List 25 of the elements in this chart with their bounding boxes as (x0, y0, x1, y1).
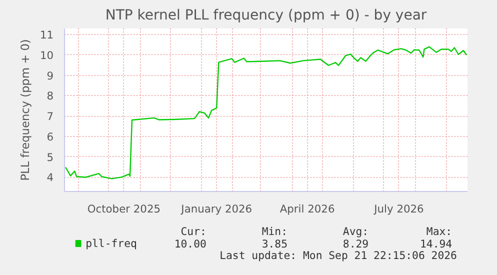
x-tick-label: January 2026 (180, 202, 252, 216)
y-tick-label: 4 (46, 171, 54, 184)
text: Max: (426, 225, 452, 238)
text: Avg: (342, 225, 369, 238)
chart-title: NTP kernel PLL frequency (ppm + 0) - by year (105, 8, 427, 24)
text: 14.94 (420, 238, 452, 250)
y-tick-label: 5 (46, 150, 54, 164)
line-series (64, 46, 468, 180)
text: 8.29 (342, 238, 369, 250)
y-tick-label: 10 (40, 48, 54, 62)
y-axis-title: PLL frequency (ppm + 0) (18, 39, 32, 181)
legend-label: pll-freq (86, 237, 137, 250)
text: 3.85 (262, 238, 288, 250)
text: Last update: Mon Sep 21 22:15:06 2026 (220, 249, 457, 262)
y-tick-label: 8 (46, 90, 54, 103)
text: Cur: (180, 225, 206, 238)
x-tick-label: April 2026 (280, 202, 335, 216)
x-tick-label: July 2026 (373, 202, 424, 216)
text: 10.00 (174, 238, 206, 250)
y-tick-label: 7 (46, 110, 54, 124)
y-tick-label: 11 (40, 28, 54, 42)
y-tick-label: 9 (46, 69, 54, 82)
x-tick-label: October 2025 (87, 202, 161, 216)
y-tick-label: 6 (46, 130, 54, 144)
text: Min: (262, 225, 288, 238)
